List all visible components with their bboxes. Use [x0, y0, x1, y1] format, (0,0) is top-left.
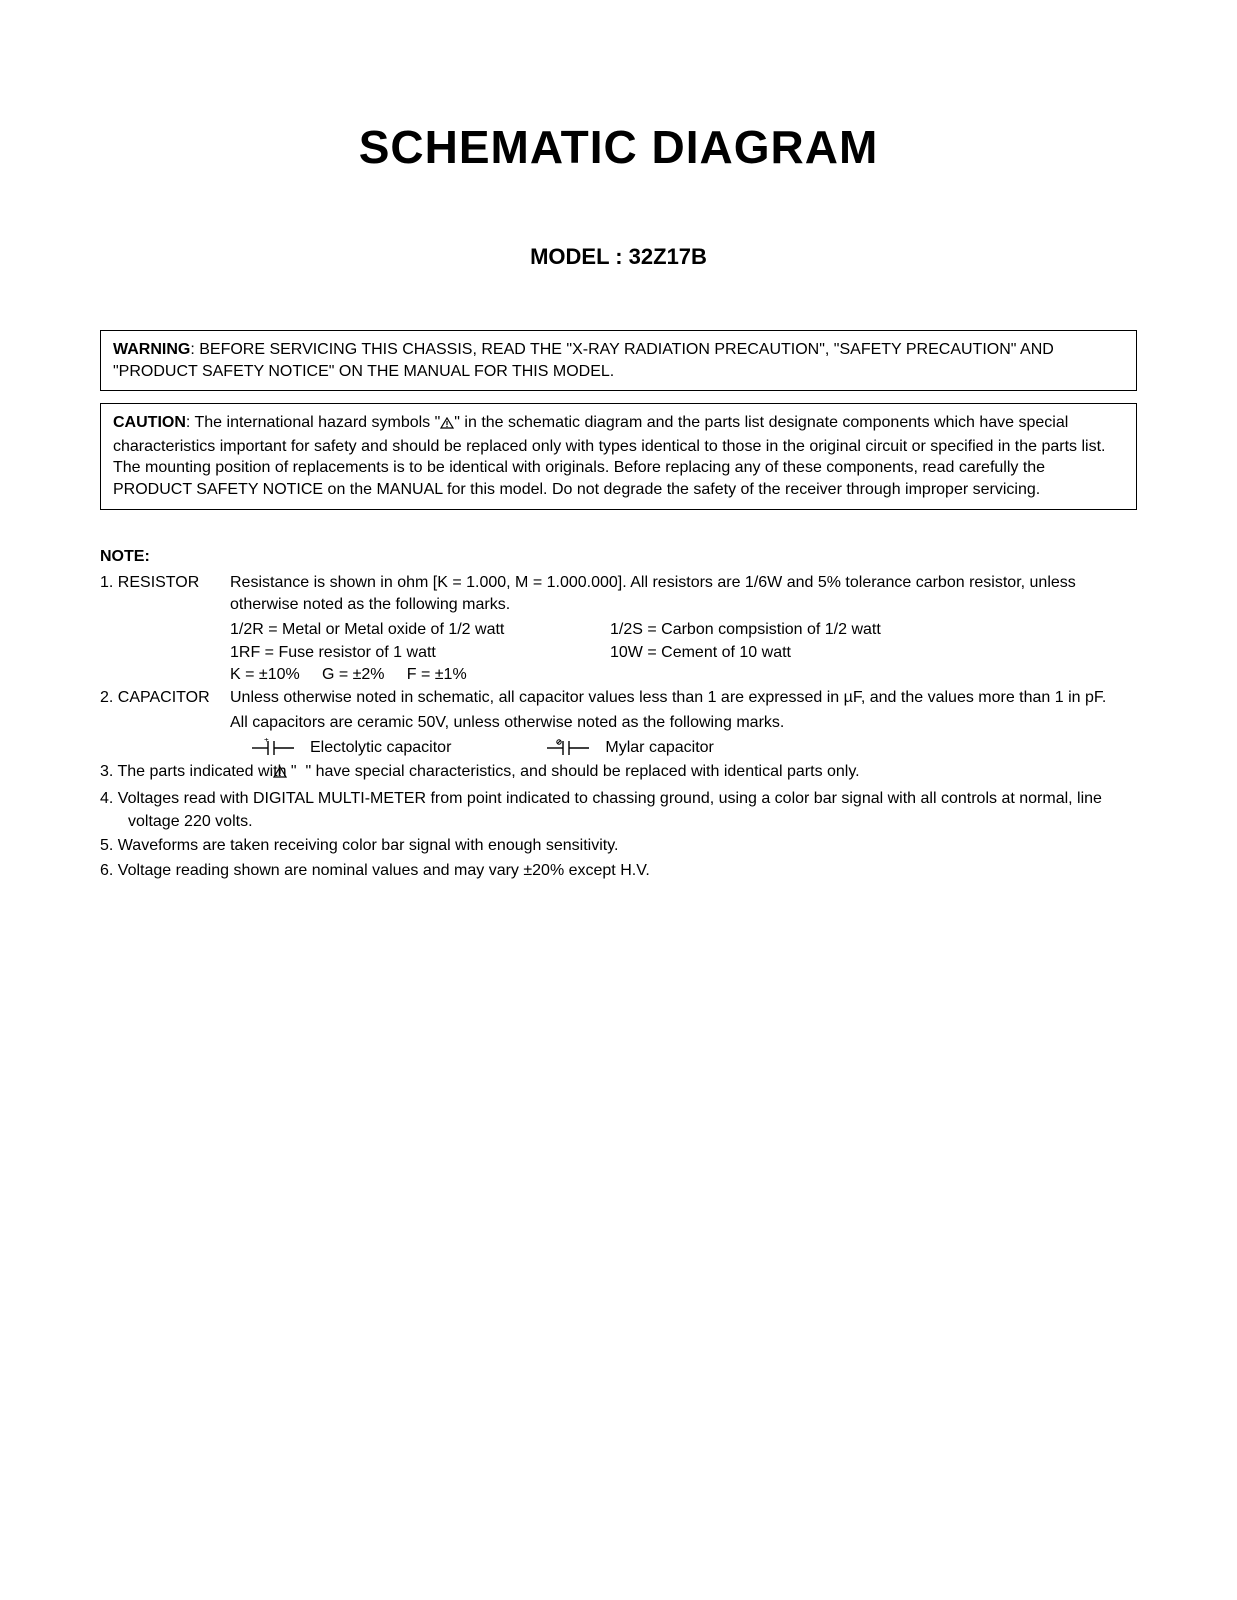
warning-text: : BEFORE SERVICING THIS CHASSIS, READ TH… [113, 341, 1054, 380]
note-5: 5. Waveforms are taken receiving color b… [100, 835, 1137, 858]
note-1: 1. RESISTOR Resistance is shown in ohm [… [100, 572, 1137, 617]
note-1-row-b: 1RF = Fuse resistor of 1 watt 10W = Ceme… [230, 642, 1137, 665]
note-header: NOTE: [100, 548, 1137, 566]
note-1-line1: Resistance is shown in ohm [K = 1.000, M… [230, 572, 1137, 617]
page-title: SCHEMATIC DIAGRAM [100, 120, 1137, 174]
note-2-line2: All capacitors are ceramic 50V, unless o… [230, 712, 1137, 735]
warning-box: WARNING: BEFORE SERVICING THIS CHASSIS, … [100, 330, 1137, 391]
electrolytic-capacitor-icon: + [250, 738, 296, 758]
note-3: 3. The parts indicated with " " have spe… [100, 761, 1137, 786]
note-3-after: " have special characteristics, and shou… [301, 763, 860, 780]
hazard-triangle-icon [440, 414, 454, 436]
caution-box: CAUTION: The international hazard symbol… [100, 403, 1137, 509]
notes-section: 1. RESISTOR Resistance is shown in ohm [… [100, 572, 1137, 883]
note-1-col2b: 10W = Cement of 10 watt [610, 642, 1137, 665]
note-2-label: 2. CAPACITOR [100, 687, 230, 710]
note-2-line1: Unless otherwise noted in schematic, all… [230, 687, 1137, 710]
note-4: 4. Voltages read with DIGITAL MULTI-METE… [100, 788, 1137, 833]
note-1-col2a: 1RF = Fuse resistor of 1 watt [230, 642, 610, 665]
note-1-row-a: 1/2R = Metal or Metal oxide of 1/2 watt … [230, 619, 1137, 642]
mylar-capacitor-label: Mylar capacitor [605, 737, 713, 760]
document-page: SCHEMATIC DIAGRAM MODEL : 32Z17B WARNING… [0, 0, 1237, 1600]
note-3-before: 3. The parts indicated with " [100, 763, 301, 780]
electrolytic-capacitor-label: Electolytic capacitor [310, 737, 451, 760]
note-6: 6. Voltage reading shown are nominal val… [100, 860, 1137, 883]
note-2-symbols: + Electolytic capacitor Mylar capacitor [230, 737, 1137, 760]
note-1-col1b: 1/2S = Carbon compsistion of 1/2 watt [610, 619, 1137, 642]
mylar-capacitor-icon [545, 738, 591, 758]
caution-text-before: : The international hazard symbols " [186, 414, 440, 431]
note-1-label: 1. RESISTOR [100, 572, 230, 617]
note-1-tolerance: K = ±10% G = ±2% F = ±1% [230, 664, 1137, 687]
warning-label: WARNING [113, 341, 190, 358]
caution-label: CAUTION [113, 414, 186, 431]
note-1-col1a: 1/2R = Metal or Metal oxide of 1/2 watt [230, 619, 610, 642]
svg-text:+: + [264, 738, 269, 744]
model-label: MODEL : 32Z17B [100, 244, 1137, 270]
note-2: 2. CAPACITOR Unless otherwise noted in s… [100, 687, 1137, 710]
